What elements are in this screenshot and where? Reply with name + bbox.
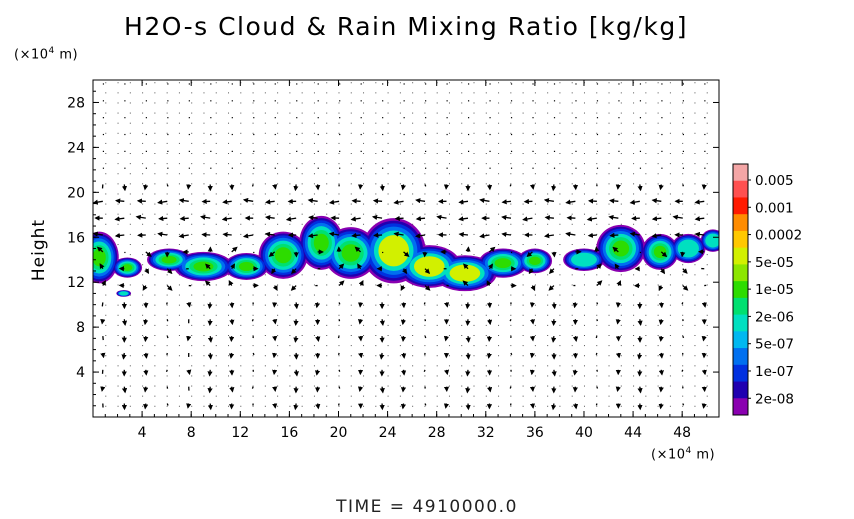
colorbar-label: 0.005 <box>755 173 794 189</box>
x-tick-label: 32 <box>477 425 495 441</box>
x-tick-label: 40 <box>575 425 593 441</box>
colorbar-label: 1e-07 <box>755 364 794 380</box>
colorbar-segment <box>733 264 748 282</box>
x-tick-label: 24 <box>379 425 397 441</box>
colorbar-segment <box>733 281 748 299</box>
colorbar-segment <box>733 331 748 349</box>
colorbar-label: 2e-06 <box>755 309 794 325</box>
y-tick-label: 24 <box>67 140 85 156</box>
time-label: TIME = 4910000.0 <box>336 497 518 517</box>
y-tick-label: 28 <box>67 95 85 111</box>
chart-title: H2O-s Cloud & Rain Mixing Ratio [kg/kg] <box>124 12 688 41</box>
x-tick-label: 20 <box>330 425 348 441</box>
cloud-field <box>93 215 719 297</box>
colorbar-label: 5e-07 <box>755 337 794 353</box>
colorbar-segment <box>733 164 748 182</box>
y-tick-label: 8 <box>76 320 85 336</box>
y-tick-label: 12 <box>67 275 85 291</box>
colorbar-segment <box>733 214 748 232</box>
colorbar-segment <box>733 381 748 399</box>
y-axis-unit: (×104 m) <box>14 46 79 63</box>
x-tick-label: 12 <box>231 425 249 441</box>
x-tick-label: 36 <box>526 425 544 441</box>
colorbar-segment <box>733 348 748 366</box>
x-tick-label: 48 <box>673 425 691 441</box>
x-tick-label: 28 <box>428 425 446 441</box>
x-tick-label: 16 <box>280 425 298 441</box>
colorbar: 0.005 0.001 0.0002 5e-05 1e-05 2e-06 5e-07 1e-0… <box>732 163 802 416</box>
colorbar-label: 5e-05 <box>755 255 794 271</box>
colorbar-segment <box>733 247 748 265</box>
colorbar-label: 2e-08 <box>755 391 794 407</box>
colorbar-segment <box>733 297 748 316</box>
colorbar-segment <box>733 314 748 332</box>
y-tick-label: 20 <box>67 185 85 201</box>
y-tick-label: 4 <box>76 365 85 381</box>
colorbar-segment <box>733 230 748 249</box>
wind-vectors <box>93 83 707 411</box>
colorbar-label: 1e-05 <box>755 282 794 298</box>
x-tick-label: 44 <box>624 425 642 441</box>
colorbar-segment <box>733 364 748 383</box>
colorbar-segment <box>733 398 748 416</box>
x-axis-unit: (×104 m) <box>651 446 716 463</box>
colorbar-segment <box>733 197 748 215</box>
y-tick-label: 16 <box>67 230 85 246</box>
colorbar-label: 0.0002 <box>755 228 802 244</box>
colorbar-label: 0.001 <box>755 200 794 216</box>
x-tick-label: 4 <box>138 425 147 441</box>
x-tick-label: 8 <box>187 425 196 441</box>
colorbar-segment <box>733 180 748 198</box>
